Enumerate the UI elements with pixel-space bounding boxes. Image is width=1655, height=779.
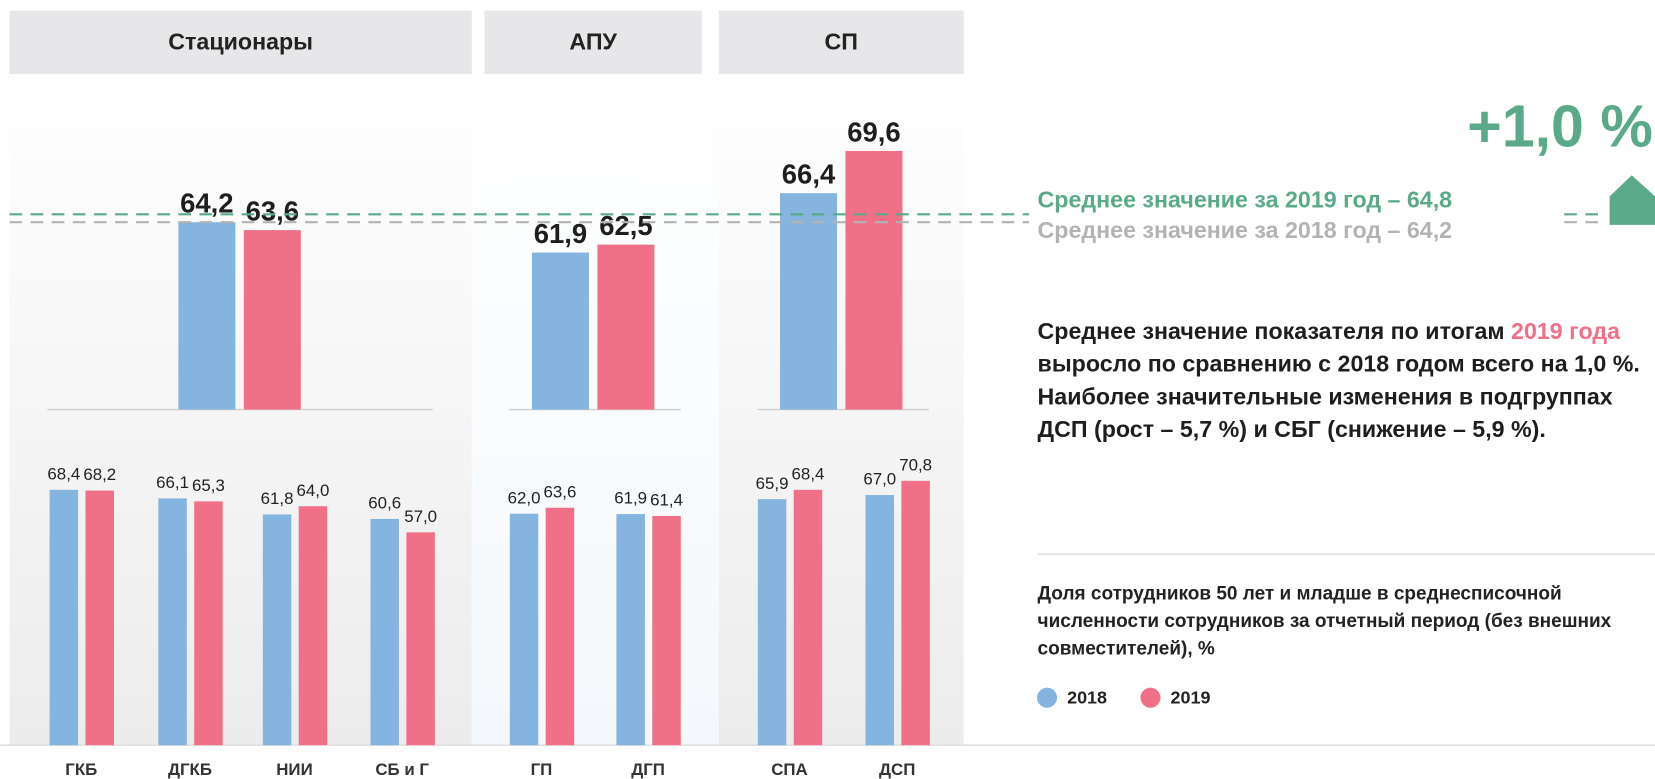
value-label: 62,0	[508, 488, 541, 507]
average-caption: Среднее значение за 2018 год –	[1038, 217, 1407, 243]
group-title: СП	[824, 28, 857, 54]
summary-bar	[845, 150, 903, 410]
x-tick-label: ДГП	[631, 760, 665, 779]
value-label: 68,4	[47, 464, 80, 483]
summary-highlight: 2019 года	[1511, 317, 1621, 345]
description-block: Доля сотрудников 50 лет и младше в средн…	[1037, 582, 1612, 659]
legend-label: 2018	[1067, 687, 1107, 707]
average-caption: Среднее значение за 2019 год –	[1038, 187, 1407, 213]
bar	[509, 513, 539, 746]
summary-bar	[243, 230, 301, 410]
group-header	[718, 10, 964, 74]
value-label: 63,6	[544, 482, 577, 501]
value-label: 66,1	[156, 473, 189, 492]
bar	[85, 490, 114, 746]
x-tick-label: ДСП	[879, 760, 915, 779]
up-icon	[1609, 175, 1655, 225]
x-tick-label: СБ и Г	[375, 760, 429, 779]
summary-block: Среднее значение показателя по итогам 20…	[1038, 315, 1645, 446]
value-label: 61,9	[614, 489, 647, 508]
bar	[158, 498, 187, 746]
x-tick-label: ГКБ	[65, 760, 97, 779]
summary-part: Среднее значение показателя по итогам	[1037, 317, 1512, 345]
average-value: 64,2	[1407, 217, 1452, 243]
bar	[194, 501, 223, 746]
summary-bar	[780, 193, 837, 410]
group-title: АПУ	[569, 28, 617, 54]
description: Доля сотрудников 50 лет и младше в средн…	[1037, 582, 1612, 659]
x-tick-label: ГП	[531, 760, 553, 779]
summary-label: 69,6	[847, 116, 900, 147]
summary-part: выросло по сравнению с 2018 годом всего …	[1037, 350, 1640, 443]
value-label: 68,2	[83, 465, 116, 484]
average-text: Среднее значение за 2018 год – 64,2	[1038, 217, 1453, 243]
bar	[793, 489, 823, 746]
average-value: 64,8	[1407, 187, 1452, 213]
value-label: 65,9	[756, 474, 789, 493]
bar	[757, 499, 787, 746]
value-label: 61,4	[650, 491, 683, 510]
x-tick-label: СПА	[771, 760, 808, 779]
group-title: Стационары	[168, 28, 313, 54]
value-label: 70,8	[899, 456, 932, 475]
average-text: Среднее значение за 2019 год – 64,8	[1038, 187, 1453, 213]
bar	[406, 532, 435, 746]
summary-text: Среднее значение показателя по итогам 20…	[1038, 315, 1645, 446]
value-label: 64,0	[297, 481, 330, 500]
value-label: 57,0	[404, 507, 437, 526]
bar	[865, 495, 894, 746]
x-tick-label: НИИ	[276, 760, 312, 779]
bar	[370, 518, 399, 746]
legend-swatch	[1140, 687, 1161, 708]
value-label: 60,6	[368, 494, 401, 513]
legend-swatch	[1037, 687, 1058, 708]
change-value: +1,0 %	[1467, 93, 1653, 160]
summary-bar	[597, 244, 655, 410]
legend-label: 2019	[1171, 687, 1211, 707]
group-header	[9, 10, 472, 74]
bar	[616, 514, 645, 746]
value-label: 67,0	[863, 470, 896, 489]
bar	[49, 489, 79, 746]
summary-label: 66,4	[782, 159, 836, 190]
value-label: 61,8	[261, 489, 294, 508]
group-header	[484, 10, 702, 74]
bar	[262, 514, 292, 746]
summary-bar	[178, 222, 236, 410]
bar	[545, 507, 575, 746]
x-tick-label: ДГКБ	[168, 760, 212, 779]
value-label: 65,3	[192, 476, 225, 495]
bar	[901, 480, 930, 746]
bar	[298, 506, 328, 746]
summary-bar	[531, 252, 589, 410]
value-label: 68,4	[792, 464, 825, 483]
bar	[652, 515, 681, 746]
